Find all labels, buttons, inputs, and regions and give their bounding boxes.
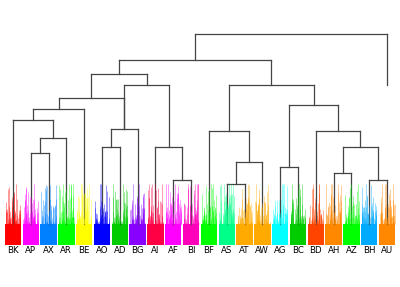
Bar xyxy=(254,224,270,245)
Text: AP: AP xyxy=(25,246,36,255)
Text: AZ: AZ xyxy=(346,246,357,255)
Bar xyxy=(5,224,21,245)
Bar xyxy=(130,224,146,245)
Bar xyxy=(379,224,395,245)
Bar xyxy=(22,224,39,245)
Text: AU: AU xyxy=(381,246,393,255)
Text: AH: AH xyxy=(328,246,340,255)
Bar xyxy=(308,224,324,245)
Text: BF: BF xyxy=(204,246,214,255)
Bar xyxy=(147,224,164,245)
Text: BH: BH xyxy=(363,246,376,255)
Bar xyxy=(236,224,253,245)
Bar xyxy=(76,224,92,245)
Bar xyxy=(112,224,128,245)
Bar xyxy=(290,224,306,245)
Text: BD: BD xyxy=(310,246,322,255)
Text: BK: BK xyxy=(7,246,19,255)
Bar xyxy=(183,224,199,245)
Text: BI: BI xyxy=(187,246,195,255)
Text: BE: BE xyxy=(78,246,90,255)
Text: AR: AR xyxy=(60,246,72,255)
Bar xyxy=(165,224,182,245)
Bar xyxy=(94,224,110,245)
Text: AG: AG xyxy=(274,246,286,255)
Bar xyxy=(272,224,288,245)
Text: AT: AT xyxy=(239,246,250,255)
Bar xyxy=(201,224,217,245)
Bar xyxy=(58,224,74,245)
Bar xyxy=(343,224,360,245)
Text: AX: AX xyxy=(43,246,54,255)
Text: AI: AI xyxy=(151,246,160,255)
Text: AD: AD xyxy=(114,246,126,255)
Text: BG: BG xyxy=(131,246,144,255)
Text: AW: AW xyxy=(256,246,269,255)
Text: AO: AO xyxy=(96,246,108,255)
Bar xyxy=(40,224,57,245)
Text: AS: AS xyxy=(221,246,232,255)
Bar xyxy=(326,224,342,245)
Text: BC: BC xyxy=(292,246,304,255)
Text: AF: AF xyxy=(168,246,179,255)
Bar xyxy=(361,224,378,245)
Bar xyxy=(218,224,235,245)
